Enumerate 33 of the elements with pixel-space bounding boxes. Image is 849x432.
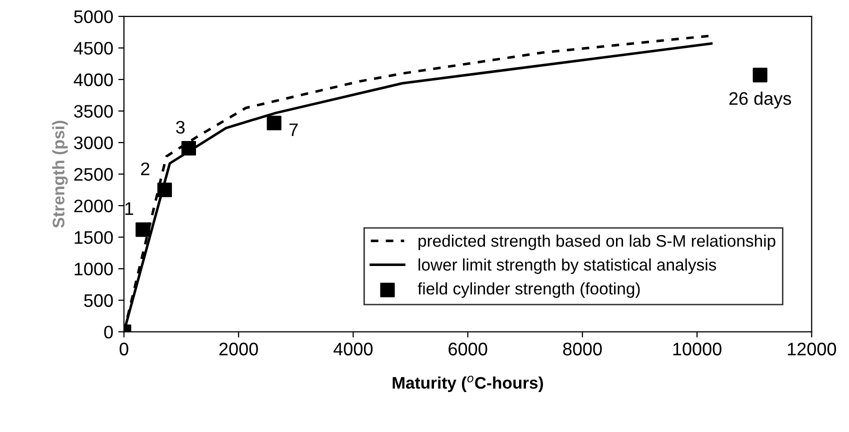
point <box>136 222 150 237</box>
legend-label: field cylinder strength (footing) <box>418 282 640 298</box>
annotation: 7 <box>289 124 298 136</box>
y-tick-label: 0 <box>104 326 113 338</box>
y-tick-label: 1500 <box>74 231 113 244</box>
x-tick-label: 6000 <box>448 342 488 356</box>
y-tick-label: 2000 <box>74 200 113 212</box>
annotation: 1 <box>125 202 134 215</box>
x-tick-label: 8000 <box>563 342 602 356</box>
y-tick-label: 3500 <box>74 104 113 118</box>
x-tick-label: 4000 <box>334 342 373 356</box>
annotation: 26 days <box>729 92 792 108</box>
y-tick-label: 3000 <box>74 136 113 150</box>
point <box>181 140 196 156</box>
point <box>157 182 172 198</box>
y-tick-label: 2500 <box>74 168 113 181</box>
point <box>266 116 282 130</box>
y-tick-label: 5000 <box>74 10 113 24</box>
x-tick-label: 2000 <box>219 342 258 356</box>
legend-label: predicted strength based on lab S-M relationship <box>418 234 776 250</box>
y-tick-label: 1000 <box>74 262 113 276</box>
x-tick-label: 10000 <box>673 342 722 356</box>
point <box>752 68 768 82</box>
y-tick-label: 500 <box>84 294 113 307</box>
y-tick-label: 4500 <box>74 42 113 55</box>
x-tick-label: 0 <box>120 342 128 356</box>
y-axis-title: Strength (psi) <box>52 120 68 228</box>
y-tick-label: 4000 <box>74 73 113 86</box>
legend-label: lower limit strength by statistical analysis <box>418 258 716 274</box>
x-axis-title: Maturity ($^{o}$C-hours) <box>392 376 543 392</box>
annotation: 2 <box>141 162 150 176</box>
x-tick-label: 12000 <box>788 342 836 356</box>
annotation: 3 <box>176 120 185 134</box>
